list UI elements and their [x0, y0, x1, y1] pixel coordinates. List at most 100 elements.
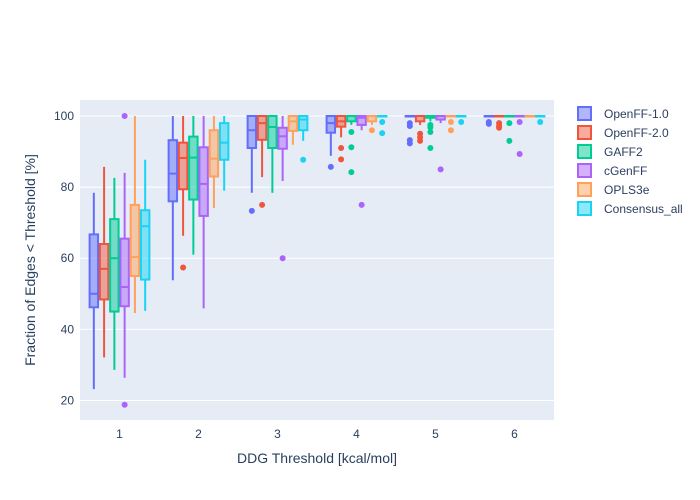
box-body [167, 139, 179, 203]
box-Consensus_all-3[interactable] [297, 115, 309, 163]
box-cGenFF-5[interactable] [435, 115, 446, 173]
y-axis-title: Fraction of Edges < Threshold [%] [22, 154, 38, 366]
outlier-point [437, 166, 444, 173]
legend-swatch [577, 182, 592, 197]
outlier-point [506, 120, 513, 127]
x-tick-label: 6 [511, 427, 518, 441]
box-body [139, 209, 151, 281]
box-body [98, 243, 110, 301]
legend-label: OpenFF-1.0 [604, 107, 669, 121]
x-tick-label: 3 [274, 427, 281, 441]
outlier-point [121, 113, 128, 119]
legend-item-OPLS3e[interactable]: OPLS3e [577, 182, 650, 197]
outlier-point [348, 144, 355, 151]
box-body [356, 115, 367, 126]
legend-item-Consensus_all[interactable]: Consensus_all [577, 201, 683, 216]
box-Consensus_all-6[interactable] [534, 115, 546, 126]
box-body [109, 218, 120, 313]
box-OpenFF-1.0-5[interactable] [404, 115, 416, 147]
y-tick-label: 80 [61, 180, 75, 194]
box-OpenFF-2.0-5[interactable] [414, 115, 426, 144]
outlier-point [368, 127, 375, 134]
box-OpenFF-1.0-2[interactable] [167, 116, 179, 281]
box-GAFF2-5[interactable] [425, 115, 436, 151]
box-OPLS3e-6[interactable] [524, 115, 536, 118]
box-OpenFF-1.0-3[interactable] [246, 115, 258, 214]
outlier-point [300, 156, 307, 163]
box-Consensus_all-4[interactable] [376, 115, 388, 137]
outlier-point [496, 124, 503, 131]
box-body [297, 115, 309, 132]
box-OpenFF-1.0-6[interactable] [483, 115, 495, 127]
box-OPLS3e-5[interactable] [445, 115, 457, 134]
box-body [287, 115, 299, 132]
box-cGenFF-1[interactable] [119, 113, 130, 408]
legend-item-cGenFF[interactable]: cGenFF [577, 163, 647, 178]
outlier-point [338, 145, 345, 151]
y-tick-label: 60 [61, 251, 75, 265]
box-cGenFF-3[interactable] [277, 116, 288, 262]
legend-swatch [577, 144, 592, 159]
box-body [198, 146, 209, 217]
outlier-point [358, 201, 365, 208]
box-cGenFF-4[interactable] [356, 115, 367, 208]
legend-label: cGenFF [604, 164, 647, 178]
box-GAFF2-4[interactable] [346, 115, 357, 176]
x-tick-label: 4 [353, 427, 360, 441]
box-Consensus_all-2[interactable] [218, 116, 230, 191]
series-OPLS3e [129, 115, 536, 313]
box-OpenFF-1.0-4[interactable] [325, 115, 337, 170]
box-body [129, 203, 141, 277]
legend-label: OPLS3e [604, 183, 650, 197]
legend-item-OpenFF-1.0[interactable]: OpenFF-1.0 [577, 106, 669, 121]
box-OpenFF-1.0-1[interactable] [88, 192, 100, 390]
legend: OpenFF-1.0 OpenFF-2.0 GAFF2 cGenFF OPLS3e Con… [577, 106, 683, 216]
outlier-point [485, 120, 492, 127]
outlier-point [327, 163, 334, 170]
plot-background [80, 100, 554, 420]
box-GAFF2-2[interactable] [188, 116, 199, 255]
outlier-point [458, 119, 465, 126]
box-GAFF2-1[interactable] [109, 177, 120, 370]
box-Consensus_all-1[interactable] [139, 159, 151, 311]
legend-swatch [577, 201, 592, 216]
box-body [208, 129, 220, 178]
box-body [218, 122, 230, 161]
box-body [267, 115, 278, 149]
y-axis-ticks: 20 40 60 80 100 [54, 109, 74, 407]
box-OpenFF-2.0-2[interactable] [177, 116, 189, 271]
y-tick-label: 20 [61, 393, 75, 407]
outlier-point [348, 129, 355, 135]
box-OPLS3e-1[interactable] [129, 116, 141, 313]
box-cGenFF-6[interactable] [514, 115, 525, 158]
box-OPLS3e-3[interactable] [287, 115, 299, 145]
box-body [246, 115, 258, 149]
legend-item-GAFF2[interactable]: GAFF2 [577, 144, 643, 159]
outlier-point [406, 140, 413, 147]
box-OpenFF-2.0-1[interactable] [98, 166, 110, 358]
outlier-point [248, 207, 255, 214]
outlier-point [348, 169, 355, 176]
outlier-point [180, 264, 187, 271]
outlier-point [516, 151, 523, 158]
box-OPLS3e-2[interactable] [208, 116, 220, 209]
box-GAFF2-6[interactable] [504, 115, 515, 144]
series-OpenFF-2.0 [98, 115, 505, 358]
box-OPLS3e-4[interactable] [366, 115, 378, 134]
box-OpenFF-2.0-6[interactable] [493, 115, 505, 131]
legend-swatch [577, 125, 592, 140]
y-tick-label: 40 [61, 322, 75, 336]
x-tick-label: 2 [195, 427, 202, 441]
legend-item-OpenFF-2.0[interactable]: OpenFF-2.0 [577, 125, 669, 140]
box-Consensus_all-5[interactable] [455, 115, 467, 126]
box-body [119, 237, 130, 308]
box-GAFF2-3[interactable] [267, 115, 278, 193]
box-cGenFF-2[interactable] [198, 116, 209, 309]
legend-swatch [577, 163, 592, 178]
box-body [325, 115, 337, 134]
x-tick-label: 1 [116, 427, 123, 441]
box-OpenFF-2.0-3[interactable] [256, 115, 268, 208]
box-OpenFF-2.0-4[interactable] [335, 115, 347, 163]
outlier-point [338, 156, 345, 163]
